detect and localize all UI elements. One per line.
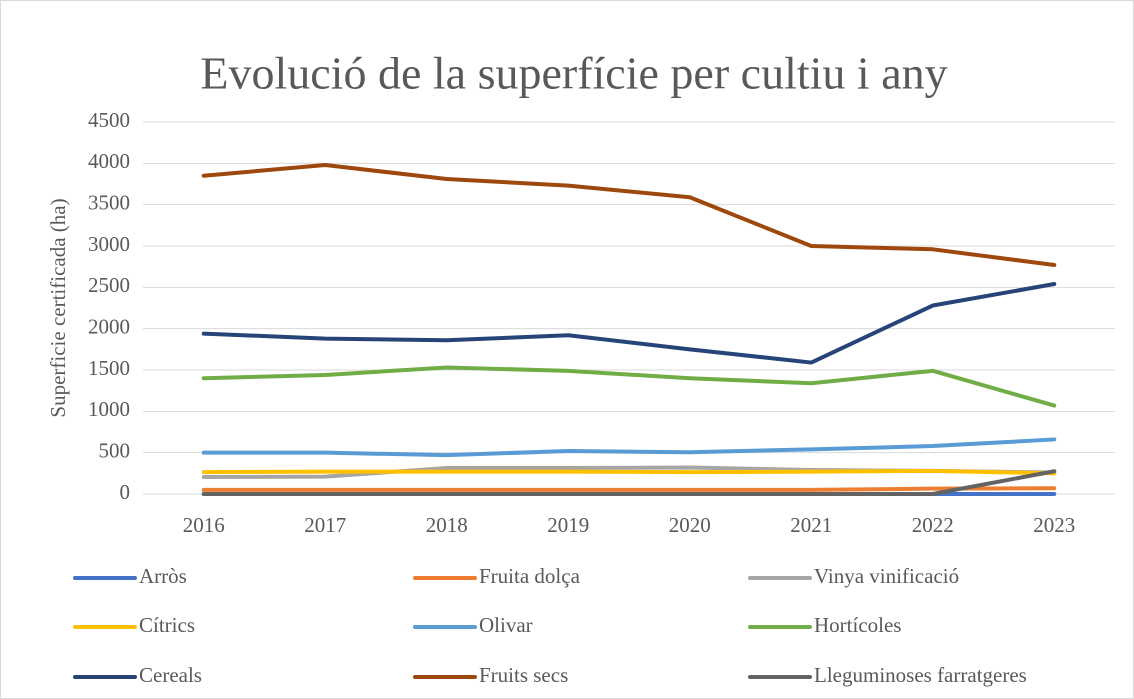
- legend-label: Cereals: [139, 663, 202, 687]
- series-line: [201, 282, 1057, 365]
- y-tick-label: 4500: [88, 108, 130, 132]
- series-line: [201, 437, 1057, 458]
- legend-label: Fruita dolça: [479, 564, 581, 588]
- legend-label: Fruits secs: [479, 663, 568, 687]
- legend-label: Lleguminoses farratgeres: [814, 663, 1027, 687]
- legend-label: Vinya vinificació: [814, 564, 959, 588]
- y-tick-label: 3000: [88, 232, 130, 256]
- x-tick-label: 2018: [426, 513, 468, 537]
- y-tick-label: 1500: [88, 356, 130, 380]
- y-tick-label: 2000: [88, 314, 130, 338]
- series-line: [201, 162, 1057, 268]
- legend-label: Cítrics: [139, 613, 195, 637]
- y-tick-label: 1000: [88, 397, 130, 421]
- legend-label: Hortícoles: [814, 613, 901, 637]
- y-tick-label: 500: [99, 438, 131, 462]
- series-line: [201, 468, 1057, 476]
- x-tick-label: 2021: [790, 513, 832, 537]
- series-line: [201, 365, 1057, 408]
- y-tick-label: 3500: [88, 190, 130, 214]
- x-tick-label: 2023: [1033, 513, 1075, 537]
- x-tick-label: 2020: [669, 513, 711, 537]
- y-tick-label: 4000: [88, 149, 130, 173]
- x-tick-label: 2016: [183, 513, 225, 537]
- x-tick-label: 2017: [304, 513, 346, 537]
- x-tick-label: 2019: [547, 513, 589, 537]
- legend-label: Olivar: [479, 613, 533, 637]
- series-line: [201, 486, 1057, 492]
- y-tick-label: 2500: [88, 273, 130, 297]
- chart-title: Evolució de la superfície per cultiu i a…: [200, 48, 947, 99]
- x-tick-label: 2022: [912, 513, 954, 537]
- y-tick-label: 0: [120, 480, 131, 504]
- series-line: [201, 469, 1057, 496]
- y-axis-label: Superficie certificada (ha): [46, 198, 70, 417]
- legend-label: Arròs: [139, 564, 187, 588]
